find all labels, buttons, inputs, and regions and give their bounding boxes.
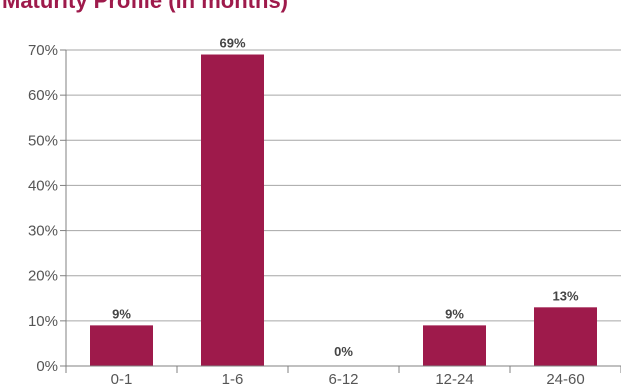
data-label: 13% <box>552 288 578 303</box>
y-tick-label: 10% <box>28 313 58 330</box>
x-axis: 0-1 1-6 6-12 12-24 24-60 <box>60 365 621 388</box>
x-tick-label: 6-12 <box>328 371 358 388</box>
x-tick-label: 1-6 <box>222 371 244 388</box>
y-tick-label: 50% <box>28 132 58 149</box>
data-label: 9% <box>112 306 131 321</box>
x-tick-label: 24-60 <box>546 371 584 388</box>
y-tick-label: 60% <box>28 87 58 104</box>
data-label: 69% <box>219 36 245 51</box>
bar-24-60 <box>534 307 597 366</box>
y-tick-label: 30% <box>28 223 58 240</box>
bars <box>90 54 597 367</box>
gridlines <box>66 49 621 322</box>
y-tick-label: 40% <box>28 177 58 194</box>
y-tick-label: 70% <box>28 42 58 59</box>
x-tick-label: 0-1 <box>111 371 133 388</box>
x-tick-label: 12-24 <box>435 371 473 388</box>
chart-title: Maturity Profile (in months) <box>2 0 288 13</box>
data-label: 9% <box>445 306 464 321</box>
bar-12-24 <box>423 325 486 366</box>
bar-1-6 <box>201 54 264 367</box>
bar-0-1 <box>90 325 153 366</box>
data-labels: 9% 69% 0% 9% 13% <box>112 36 579 359</box>
y-tick-label: 0% <box>36 358 58 375</box>
y-tick-label: 20% <box>28 268 58 285</box>
y-axis-ticks: 0% 10% 20% 30% 40% 50% 60% 70% <box>28 42 67 375</box>
data-label: 0% <box>334 344 353 359</box>
